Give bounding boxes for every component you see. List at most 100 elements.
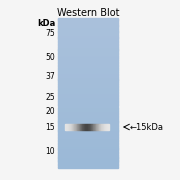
- Bar: [58, 24, 118, 26]
- Bar: [58, 50, 118, 51]
- Text: 20: 20: [45, 107, 55, 116]
- Bar: [58, 86, 118, 87]
- Bar: [58, 145, 118, 147]
- Bar: [72, 124, 73, 130]
- Bar: [58, 69, 118, 71]
- Bar: [77, 124, 78, 130]
- Bar: [58, 73, 118, 75]
- Bar: [99, 124, 100, 130]
- Bar: [102, 124, 103, 130]
- Bar: [58, 130, 118, 132]
- Bar: [71, 124, 72, 130]
- Bar: [58, 143, 118, 144]
- Bar: [58, 127, 118, 129]
- Bar: [58, 118, 118, 120]
- Bar: [58, 64, 118, 66]
- Bar: [58, 60, 118, 62]
- Bar: [58, 40, 118, 42]
- Bar: [58, 114, 118, 116]
- Bar: [58, 163, 118, 165]
- Bar: [58, 19, 118, 21]
- Bar: [58, 100, 118, 102]
- Bar: [58, 91, 118, 93]
- Text: 15: 15: [45, 123, 55, 132]
- Bar: [58, 76, 118, 78]
- Bar: [58, 80, 118, 81]
- Bar: [94, 124, 95, 130]
- Bar: [58, 45, 118, 46]
- Bar: [58, 123, 118, 125]
- Bar: [58, 90, 118, 91]
- Bar: [58, 71, 118, 72]
- Bar: [58, 68, 118, 69]
- Bar: [67, 124, 68, 130]
- Text: ←15kDa: ←15kDa: [130, 123, 164, 132]
- Bar: [58, 22, 118, 24]
- Bar: [58, 51, 118, 53]
- Bar: [58, 129, 118, 130]
- Bar: [58, 112, 118, 114]
- Bar: [90, 124, 91, 130]
- Bar: [58, 156, 118, 158]
- Bar: [58, 153, 118, 154]
- Bar: [58, 39, 118, 40]
- Bar: [58, 26, 118, 27]
- Text: 10: 10: [45, 147, 55, 156]
- Bar: [74, 124, 75, 130]
- Bar: [97, 124, 98, 130]
- Bar: [58, 98, 118, 99]
- Bar: [58, 53, 118, 54]
- Bar: [75, 124, 76, 130]
- Bar: [66, 124, 67, 130]
- Bar: [58, 63, 118, 64]
- Bar: [89, 124, 90, 130]
- Bar: [58, 96, 118, 98]
- Bar: [58, 62, 118, 63]
- Bar: [58, 108, 118, 109]
- Bar: [58, 154, 118, 156]
- Bar: [58, 144, 118, 145]
- Bar: [58, 55, 118, 57]
- Bar: [58, 134, 118, 135]
- Bar: [107, 124, 108, 130]
- Bar: [69, 124, 70, 130]
- Text: Western Blot: Western Blot: [57, 8, 119, 18]
- Bar: [76, 124, 77, 130]
- Bar: [58, 166, 118, 168]
- Bar: [92, 124, 93, 130]
- Bar: [58, 27, 118, 28]
- Bar: [58, 125, 118, 126]
- Bar: [58, 30, 118, 32]
- Bar: [108, 124, 109, 130]
- Text: 25: 25: [45, 93, 55, 102]
- Bar: [58, 136, 118, 138]
- Bar: [58, 150, 118, 152]
- Bar: [65, 124, 66, 130]
- Bar: [58, 102, 118, 103]
- Bar: [106, 124, 107, 130]
- Text: kDa: kDa: [37, 19, 55, 28]
- Bar: [83, 124, 84, 130]
- Bar: [58, 78, 118, 80]
- Bar: [58, 165, 118, 166]
- Bar: [58, 94, 118, 96]
- Bar: [58, 109, 118, 111]
- Bar: [79, 124, 80, 130]
- Bar: [58, 147, 118, 148]
- Bar: [58, 33, 118, 35]
- Text: 75: 75: [45, 30, 55, 39]
- Bar: [58, 18, 118, 19]
- Bar: [58, 138, 118, 140]
- Bar: [58, 58, 118, 60]
- Bar: [58, 66, 118, 68]
- Bar: [82, 124, 83, 130]
- Bar: [98, 124, 99, 130]
- Bar: [58, 89, 118, 90]
- Bar: [58, 37, 118, 39]
- Bar: [58, 21, 118, 22]
- Bar: [58, 36, 118, 37]
- Bar: [58, 159, 118, 161]
- Bar: [58, 87, 118, 89]
- Bar: [70, 124, 71, 130]
- Bar: [58, 103, 118, 105]
